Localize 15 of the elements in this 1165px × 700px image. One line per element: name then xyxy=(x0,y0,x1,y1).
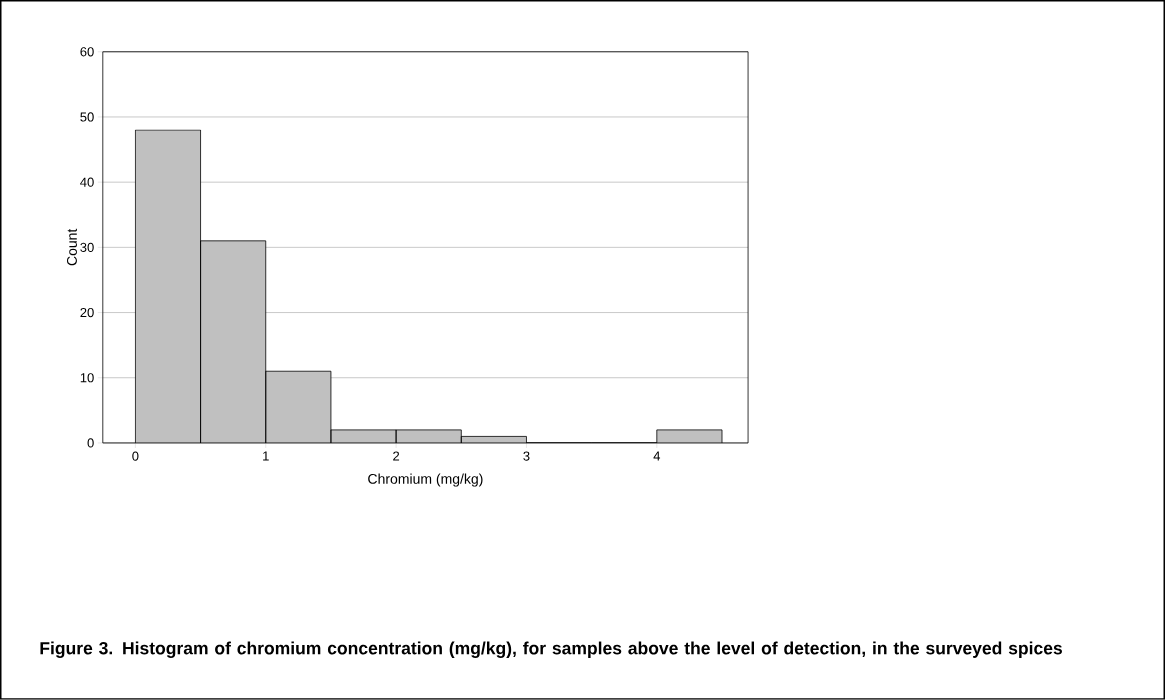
y-tick-label: 30 xyxy=(80,242,94,253)
y-tick-label: 10 xyxy=(80,373,94,383)
x-tick-label: 4 xyxy=(653,451,661,461)
y-tick-label: 0 xyxy=(87,438,94,448)
x-tick-label: 2 xyxy=(393,451,400,461)
y-axis-title: Count xyxy=(67,228,77,266)
x-tick-label: 1 xyxy=(263,451,269,461)
y-tick-label: 40 xyxy=(80,177,94,187)
x-axis-title: Chromium (mg/kg) xyxy=(368,473,483,487)
y-tick-label: 20 xyxy=(80,308,94,318)
x-tick-label: 0 xyxy=(132,451,139,461)
text: Figure 3. Histogram of chromium concentration (mg/kg), for samples above the level of detection, in the surveyed spices xyxy=(40,641,1062,659)
y-tick-label: 60 xyxy=(80,47,94,57)
x-tick-label: 3 xyxy=(523,451,530,461)
y-tick-label: 50 xyxy=(80,112,94,122)
